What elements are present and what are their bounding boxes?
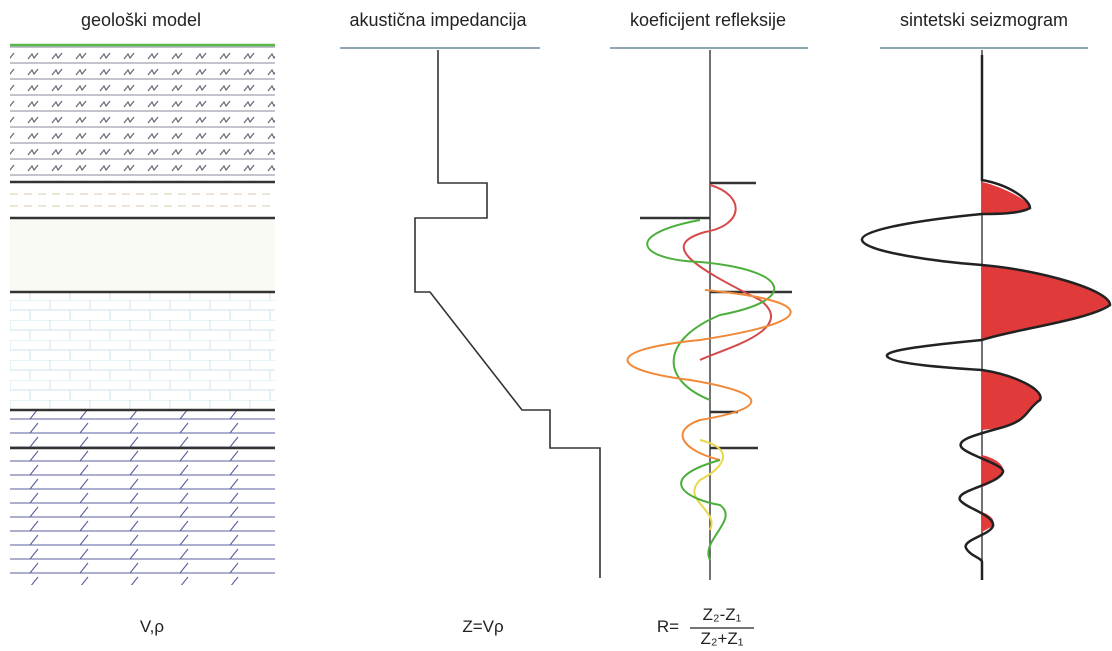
title: akustična impedancija (349, 10, 527, 30)
synthetic-seismogram (860, 50, 1112, 580)
formula-denominator: Z₂+Z₁ (700, 629, 743, 648)
geological-model (10, 43, 275, 585)
formula: V,ρ (140, 617, 164, 636)
formula-numerator: Z₂-Z₁ (703, 605, 742, 624)
title: koeficijent refleksije (630, 10, 786, 30)
formula: Z=Vρ (462, 617, 503, 636)
title: sintetski seizmogram (900, 10, 1068, 30)
column-titles: geološki model akustična impedancija koe… (81, 10, 1088, 49)
impedance-log (414, 50, 601, 578)
reflection-coefficients (626, 50, 792, 580)
formula-lhs: R= (657, 617, 679, 636)
title: geološki model (81, 10, 201, 30)
formulas: V,ρ Z=Vρ R= Z₂-Z₁ Z₂+Z₁ (140, 605, 754, 648)
